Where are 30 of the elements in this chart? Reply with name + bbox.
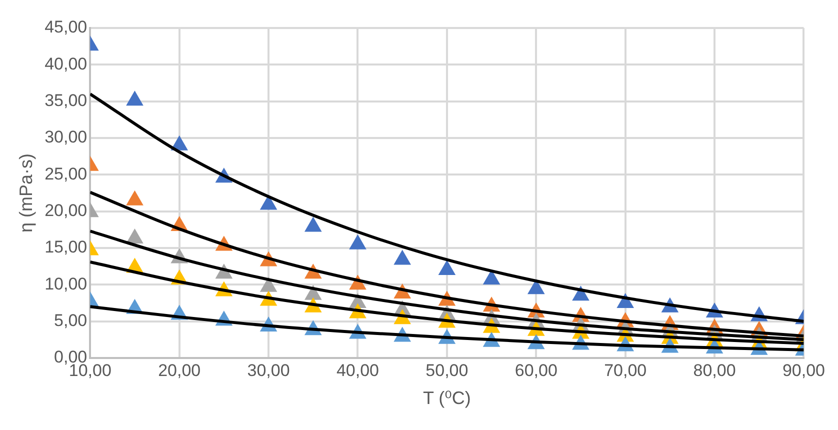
y-axis-title: η (mPa·s) (16, 153, 36, 233)
x-axis-title: T (⁰C) (423, 388, 471, 408)
y-tick-label: 30,00 (44, 128, 88, 147)
point (438, 260, 456, 275)
point (394, 250, 411, 265)
point (304, 216, 322, 232)
point (260, 276, 278, 292)
y-tick-label: 10,00 (44, 274, 88, 294)
y-tick-label: 35,00 (44, 91, 88, 110)
x-tick-label: 30,00 (247, 360, 290, 380)
point (126, 190, 144, 206)
y-tick-label: 20,00 (44, 201, 88, 220)
x-tick-label: 70,00 (604, 360, 647, 380)
y-tick-label: 15,00 (44, 238, 88, 257)
point (349, 234, 366, 250)
y-tick-label: 25,00 (44, 164, 88, 184)
point (527, 279, 545, 294)
x-tick-label: 80,00 (693, 360, 736, 380)
y-tick-label: 45,00 (44, 18, 88, 37)
point (260, 194, 278, 210)
y-tick-label: 40,00 (44, 54, 88, 74)
x-tick-label: 20,00 (158, 360, 201, 380)
point (126, 228, 144, 244)
x-tick-label: 90,00 (782, 360, 826, 380)
y-tick-label: 5,00 (54, 311, 88, 330)
x-tick-label: 50,00 (426, 360, 468, 380)
line-series (90, 92, 804, 323)
point (126, 90, 144, 106)
x-tick-label: 60,00 (514, 360, 558, 380)
x-tick-label: 40,00 (336, 360, 380, 380)
